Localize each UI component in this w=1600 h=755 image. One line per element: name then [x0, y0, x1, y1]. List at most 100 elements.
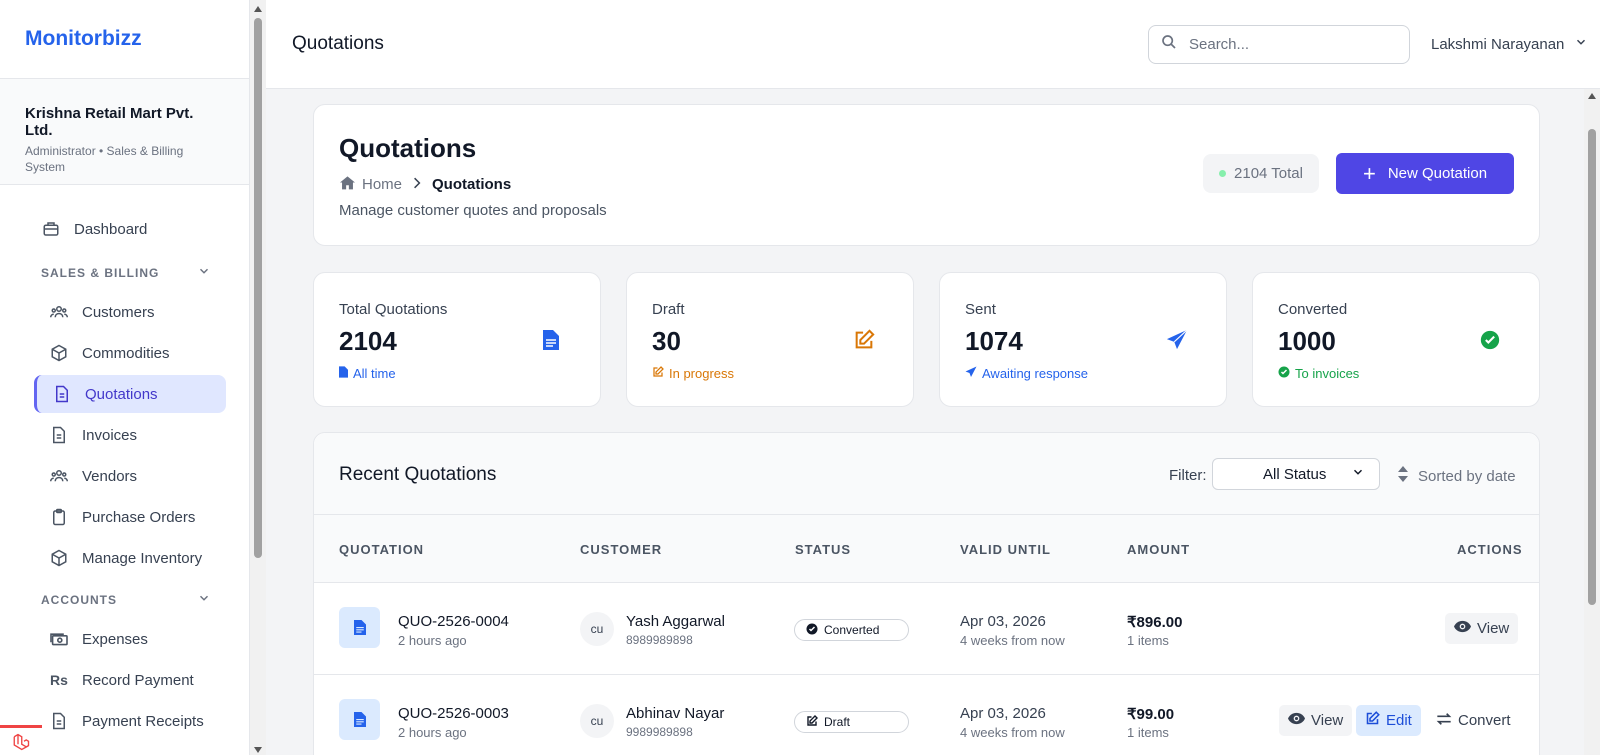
paper-plane-icon — [1166, 329, 1188, 351]
view-label: View — [1477, 620, 1510, 637]
quotation-time: 2 hours ago — [398, 633, 467, 648]
user-menu[interactable]: Lakshmi Narayanan — [1431, 35, 1588, 53]
valid-until-relative: 4 weeks from now — [960, 633, 1065, 648]
document-icon — [49, 711, 69, 731]
eye-icon — [1288, 712, 1305, 729]
edit-icon — [1365, 711, 1380, 730]
stat-label: Sent — [965, 301, 996, 318]
edit-button[interactable]: Edit — [1356, 705, 1421, 736]
sidebar-item-invoices[interactable]: Invoices — [34, 416, 226, 454]
brand-name[interactable]: Monitorbizz — [25, 27, 142, 50]
column-header-actions: ACTIONS — [1457, 542, 1523, 557]
sidebar-item-dashboard[interactable]: Dashboard — [25, 210, 217, 248]
stat-card-converted: Converted 1000 To invoices — [1252, 272, 1540, 407]
sidebar-item-record-payment[interactable]: Rs Record Payment — [34, 661, 226, 699]
stat-label: Draft — [652, 301, 685, 318]
brand[interactable]: Monitorbizz — [0, 0, 249, 79]
sidebar-item-quotations[interactable]: Quotations — [34, 375, 226, 413]
status-badge: Converted — [794, 619, 909, 641]
home-icon[interactable] — [339, 175, 356, 194]
box-icon — [49, 343, 69, 363]
sidebar-item-commodities[interactable]: Commodities — [34, 334, 226, 372]
plus-icon: + — [1362, 160, 1376, 186]
stat-note: To invoices — [1278, 366, 1359, 381]
stat-card-draft: Draft 30 In progress — [626, 272, 914, 407]
sidebar-item-expenses[interactable]: Expenses — [34, 620, 226, 658]
scrollbar-thumb[interactable] — [1588, 129, 1596, 605]
stat-label: Converted — [1278, 301, 1348, 318]
status-text: Draft — [824, 715, 851, 729]
section-accounts[interactable]: ACCOUNTS — [41, 591, 211, 608]
stat-note-text: To invoices — [1295, 366, 1360, 381]
sidebar-scrollbar[interactable] — [250, 0, 266, 755]
chevron-right-icon — [412, 176, 422, 193]
search-input[interactable] — [1189, 36, 1389, 53]
view-button[interactable]: View — [1279, 705, 1353, 736]
sidebar-item-label: Payment Receipts — [82, 712, 204, 730]
quotation-number[interactable]: QUO-2526-0004 — [398, 613, 509, 630]
scroll-down-arrow[interactable] — [254, 747, 262, 753]
main-scrollbar[interactable] — [1584, 89, 1600, 755]
scroll-up-arrow[interactable] — [254, 6, 262, 12]
sidebar-item-customers[interactable]: Customers — [34, 293, 226, 331]
page-header-card: Quotations Home Quotations Manage custom… — [313, 104, 1540, 246]
document-icon — [52, 384, 72, 404]
stat-note: In progress — [652, 366, 734, 381]
sidebar-item-payment-receipts[interactable]: Payment Receipts — [34, 702, 226, 740]
convert-button[interactable]: Convert — [1427, 705, 1520, 736]
breadcrumb-home[interactable]: Home — [362, 176, 403, 193]
column-header-status: STATUS — [795, 542, 852, 557]
page-subtitle: Manage customer quotes and proposals — [339, 202, 607, 219]
recent-quotations-card: Recent Quotations Filter: All Status Sor… — [313, 432, 1540, 755]
sidebar-item-label: Dashboard — [74, 220, 148, 238]
table-header: QUOTATION CUSTOMER STATUS VALID UNTIL AM… — [314, 515, 1539, 583]
section-title: ACCOUNTS — [41, 592, 117, 607]
stat-value: 1000 — [1278, 326, 1336, 356]
document-icon — [339, 607, 380, 648]
dashboard-icon — [41, 219, 61, 239]
chevron-down-icon[interactable] — [197, 264, 211, 281]
users-icon — [49, 466, 69, 486]
sort-indicator[interactable]: Sorted by date — [1398, 466, 1516, 486]
stat-value: 1074 — [965, 326, 1023, 356]
sort-icon — [1398, 466, 1408, 486]
status-filter-select[interactable]: All Status — [1212, 458, 1380, 490]
table-row[interactable]: QUO-2526-0003 2 hours ago cu Abhinav Nay… — [314, 675, 1539, 755]
edit-icon — [652, 366, 664, 381]
check-circle-icon — [1479, 329, 1501, 351]
document-icon — [49, 425, 69, 445]
convert-label: Convert — [1458, 712, 1511, 729]
sidebar-item-label: Purchase Orders — [82, 508, 196, 526]
search-box[interactable] — [1148, 25, 1410, 64]
breadcrumb-current: Quotations — [432, 176, 512, 193]
total-label: 2104 Total — [1234, 165, 1303, 182]
column-header-quotation: QUOTATION — [339, 542, 425, 557]
scrollbar-thumb[interactable] — [254, 18, 262, 558]
scroll-up-arrow[interactable] — [1588, 93, 1596, 99]
laravel-debug-icon[interactable] — [0, 725, 42, 755]
valid-until-date: Apr 03, 2026 — [960, 613, 1046, 630]
user-name[interactable]: Lakshmi Narayanan — [1431, 35, 1565, 53]
section-sales-billing[interactable]: SALES & BILLING — [41, 264, 211, 281]
chevron-down-icon[interactable] — [1574, 35, 1588, 53]
new-quotation-button[interactable]: + New Quotation — [1336, 153, 1514, 194]
customer-name: Abhinav Nayar — [626, 705, 725, 722]
filter-label: Filter: — [1169, 467, 1207, 484]
sidebar-item-manage-inventory[interactable]: Manage Inventory — [34, 539, 226, 577]
stat-card-total: Total Quotations 2104 All time — [313, 272, 601, 407]
box-icon — [49, 548, 69, 568]
view-button[interactable]: View — [1445, 613, 1519, 644]
chevron-down-icon[interactable] — [197, 591, 211, 608]
sidebar-item-label: Manage Inventory — [82, 549, 203, 567]
sidebar-item-label: Commodities — [82, 344, 170, 362]
breadcrumb: Home Quotations — [339, 175, 511, 194]
sidebar-item-vendors[interactable]: Vendors — [34, 457, 226, 495]
table-row[interactable]: QUO-2526-0004 2 hours ago cu Yash Aggarw… — [314, 583, 1539, 675]
quotation-number[interactable]: QUO-2526-0003 — [398, 705, 509, 722]
column-header-customer: CUSTOMER — [580, 542, 663, 557]
org-info: Krishna Retail Mart Pvt. Ltd. Administra… — [0, 79, 249, 185]
avatar: cu — [580, 612, 614, 646]
customer-phone: 8989989898 — [626, 633, 693, 647]
sidebar-item-purchase-orders[interactable]: Purchase Orders — [34, 498, 226, 536]
document-icon — [540, 329, 562, 351]
